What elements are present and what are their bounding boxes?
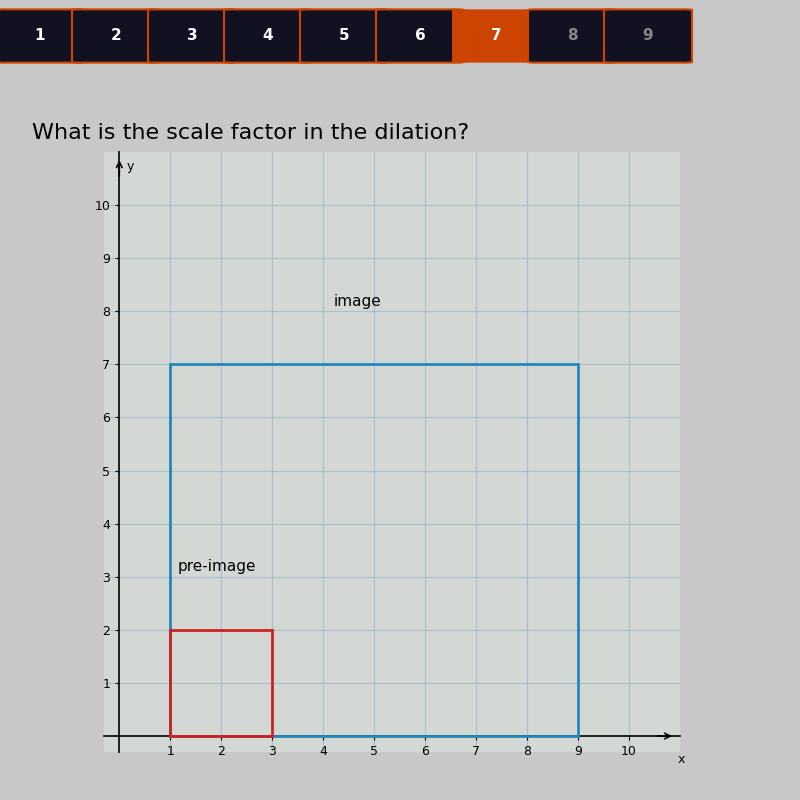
Text: 6: 6 (414, 29, 426, 43)
FancyBboxPatch shape (72, 10, 160, 62)
Text: 3: 3 (186, 29, 198, 43)
Bar (170, 630, 272, 736)
FancyBboxPatch shape (0, 10, 84, 62)
FancyBboxPatch shape (300, 10, 388, 62)
FancyBboxPatch shape (148, 10, 236, 62)
Text: y: y (127, 160, 134, 174)
Text: pre-image: pre-image (178, 559, 257, 574)
Text: 1: 1 (34, 29, 46, 43)
FancyBboxPatch shape (224, 10, 312, 62)
Text: 4: 4 (262, 29, 274, 43)
Bar (170, 364, 578, 736)
Text: 7: 7 (490, 29, 502, 43)
FancyBboxPatch shape (452, 10, 540, 62)
FancyBboxPatch shape (528, 10, 616, 62)
FancyBboxPatch shape (376, 10, 464, 62)
Text: 9: 9 (642, 29, 654, 43)
Text: image: image (334, 294, 381, 309)
Text: 2: 2 (110, 29, 122, 43)
Text: x: x (678, 754, 685, 766)
FancyBboxPatch shape (604, 10, 692, 62)
Text: 5: 5 (338, 29, 350, 43)
Text: 8: 8 (566, 29, 578, 43)
Text: What is the scale factor in the dilation?: What is the scale factor in the dilation… (32, 123, 469, 143)
